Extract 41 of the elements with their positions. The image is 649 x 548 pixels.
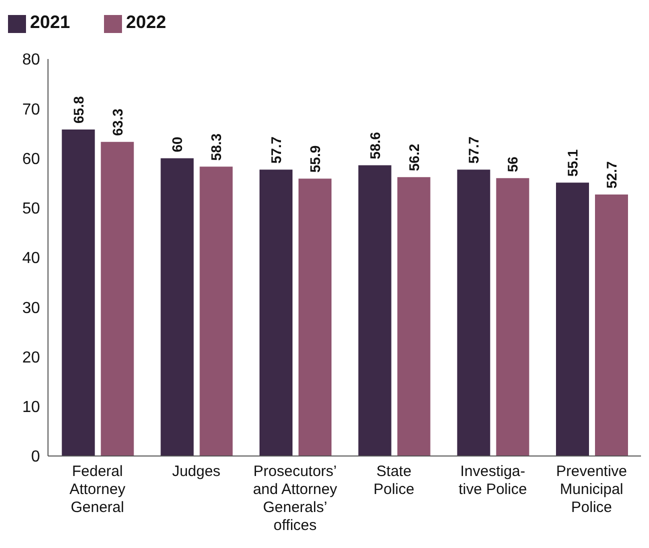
x-tick-label: Federal Attorney General (69, 463, 126, 516)
bar (397, 177, 430, 456)
data-label: 56.2 (406, 144, 422, 172)
bar (556, 182, 590, 456)
y-tick-label: 20 (22, 349, 40, 366)
data-label: 58.3 (208, 133, 224, 161)
bar (100, 142, 134, 456)
y-tick-label: 80 (22, 52, 40, 69)
x-tick-label: Investiga- tive Police (458, 463, 527, 498)
bar (358, 165, 392, 456)
x-tick-label: Judges (172, 463, 220, 480)
x-tick-label: Preventive Municipal Police (556, 463, 628, 516)
data-label: 58.6 (366, 132, 383, 160)
data-label: 55.1 (564, 149, 581, 177)
y-tick-label: 50 (22, 200, 40, 218)
data-label: 65.8 (70, 96, 86, 124)
y-tick-label: 40 (22, 250, 40, 268)
y-tick-label: 70 (22, 101, 40, 118)
data-label: 55.9 (307, 145, 324, 173)
bar (260, 170, 293, 456)
bar (595, 194, 628, 456)
y-tick-label: 30 (22, 300, 40, 317)
bar (200, 166, 233, 456)
y-tick-label: 10 (22, 399, 40, 416)
data-label: 57.7 (268, 136, 284, 164)
data-label: 60 (169, 136, 186, 152)
bar (496, 178, 530, 456)
bar (457, 170, 490, 456)
y-tick-label: 60 (22, 150, 40, 168)
data-label: 56 (504, 156, 521, 172)
data-label: 63.3 (109, 108, 126, 136)
legend-label: 2022 (126, 12, 166, 32)
data-label: 52.7 (604, 161, 620, 188)
bar (160, 158, 194, 456)
bar (62, 129, 95, 456)
bar (298, 178, 332, 456)
legend-label: 2021 (30, 12, 70, 32)
y-tick-label: 0 (31, 448, 40, 466)
data-label: 57.7 (466, 136, 482, 164)
x-tick-label: State Police (373, 463, 414, 498)
x-tick-label: Prosecutors’ and Attorney Generals’ offices (252, 463, 338, 534)
